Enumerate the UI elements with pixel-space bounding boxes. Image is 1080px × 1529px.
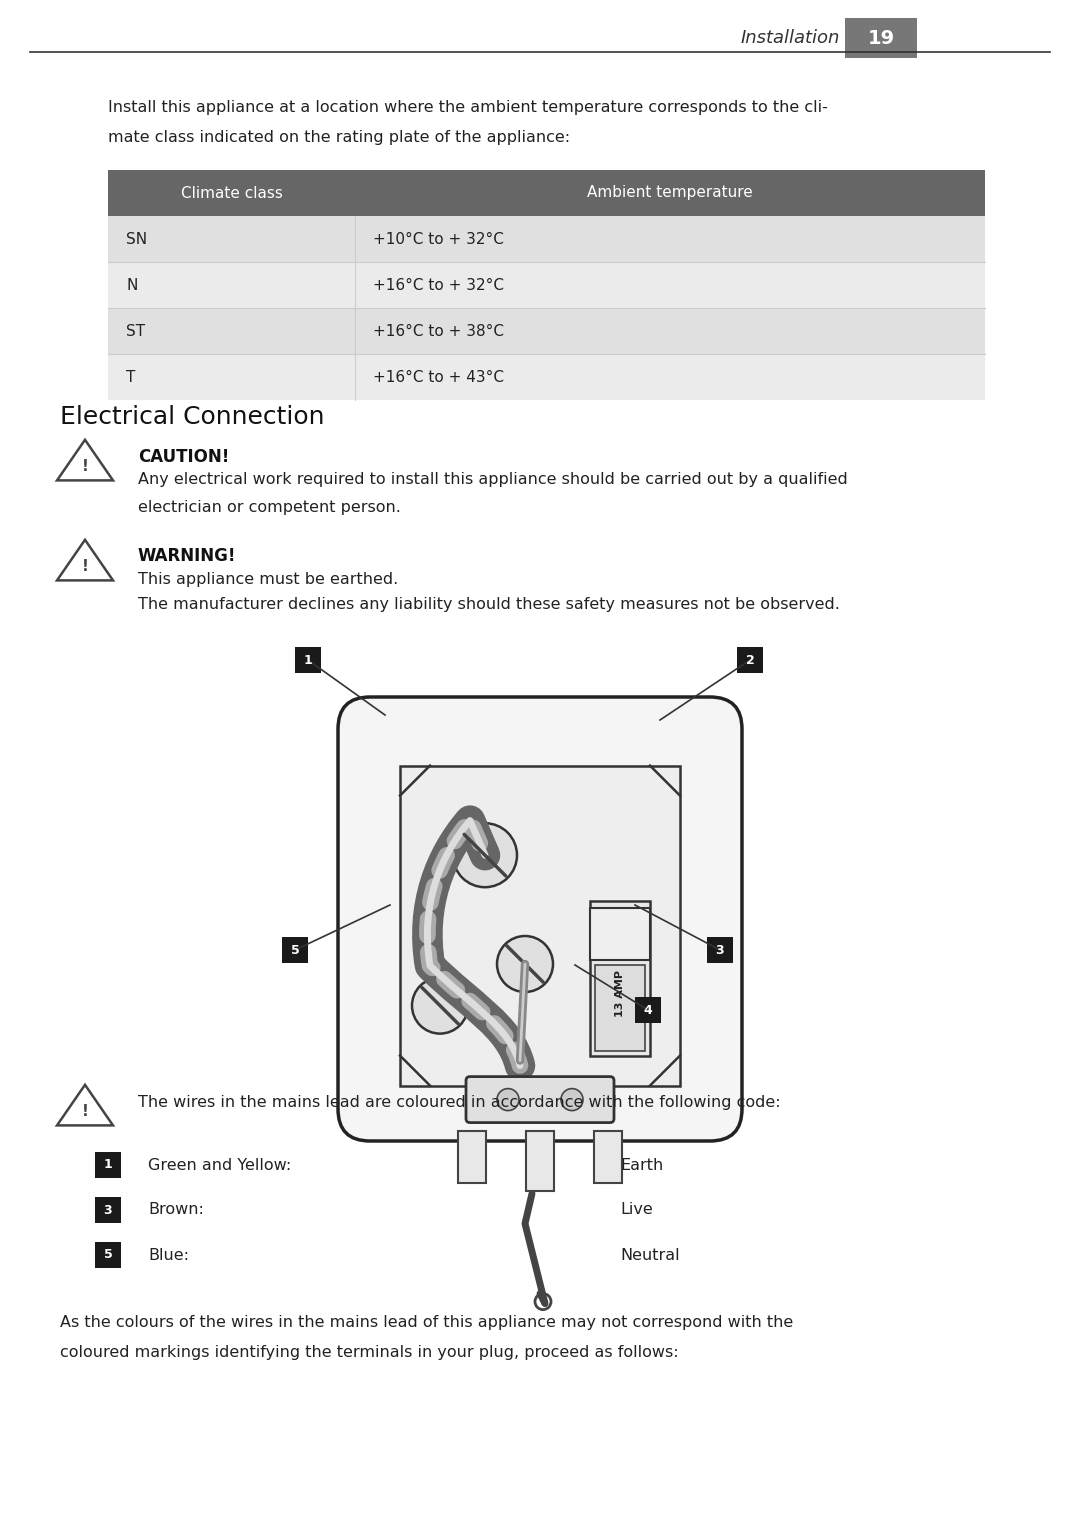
Text: mate class indicated on the rating plate of the appliance:: mate class indicated on the rating plate… — [108, 130, 570, 145]
FancyBboxPatch shape — [95, 1197, 121, 1223]
Circle shape — [561, 1089, 583, 1110]
Text: 3: 3 — [716, 943, 725, 957]
Text: Live: Live — [620, 1202, 652, 1217]
Text: Any electrical work required to install this appliance should be carried out by : Any electrical work required to install … — [138, 472, 848, 488]
FancyBboxPatch shape — [737, 647, 762, 673]
FancyBboxPatch shape — [295, 647, 321, 673]
Circle shape — [411, 977, 468, 1034]
Circle shape — [497, 1089, 519, 1110]
Text: 5: 5 — [291, 943, 299, 957]
Text: !: ! — [82, 560, 89, 573]
Text: The wires in the mains lead are coloured in accordance with the following code:: The wires in the mains lead are coloured… — [138, 1095, 781, 1110]
Text: electrician or competent person.: electrician or competent person. — [138, 500, 401, 515]
FancyBboxPatch shape — [635, 997, 661, 1023]
Text: 13 AMP: 13 AMP — [615, 969, 625, 1017]
Text: Brown:: Brown: — [148, 1202, 204, 1217]
Text: CAUTION!: CAUTION! — [138, 448, 229, 466]
Text: 2: 2 — [745, 653, 754, 667]
Text: 4: 4 — [644, 1003, 652, 1017]
FancyBboxPatch shape — [845, 18, 917, 58]
Text: SN: SN — [126, 231, 147, 246]
Text: +16°C to + 38°C: +16°C to + 38°C — [373, 324, 504, 338]
Text: +10°C to + 32°C: +10°C to + 32°C — [373, 231, 504, 246]
FancyBboxPatch shape — [95, 1151, 121, 1177]
FancyBboxPatch shape — [595, 965, 645, 1050]
Circle shape — [453, 823, 517, 887]
Text: 3: 3 — [104, 1203, 112, 1217]
FancyBboxPatch shape — [590, 901, 650, 1055]
FancyBboxPatch shape — [108, 261, 985, 307]
FancyBboxPatch shape — [594, 1130, 622, 1182]
Text: 1: 1 — [303, 653, 312, 667]
Text: T: T — [126, 370, 135, 384]
Text: Install this appliance at a location where the ambient temperature corresponds t: Install this appliance at a location whe… — [108, 99, 828, 115]
Text: The manufacturer declines any liability should these safety measures not be obse: The manufacturer declines any liability … — [138, 596, 840, 612]
FancyBboxPatch shape — [282, 937, 308, 963]
Text: As the colours of the wires in the mains lead of this appliance may not correspo: As the colours of the wires in the mains… — [60, 1315, 793, 1330]
Text: !: ! — [82, 1104, 89, 1119]
Text: 19: 19 — [867, 29, 894, 47]
FancyBboxPatch shape — [108, 307, 985, 355]
Text: Earth: Earth — [620, 1157, 663, 1173]
Text: Green and Yellow:: Green and Yellow: — [148, 1157, 292, 1173]
Text: !: ! — [82, 459, 89, 474]
Text: 1: 1 — [104, 1159, 112, 1171]
FancyBboxPatch shape — [526, 1130, 554, 1191]
FancyBboxPatch shape — [108, 170, 985, 216]
FancyBboxPatch shape — [338, 697, 742, 1141]
Text: 5: 5 — [104, 1249, 112, 1261]
Text: Blue:: Blue: — [148, 1248, 189, 1263]
Text: Climate class: Climate class — [180, 185, 283, 200]
Text: WARNING!: WARNING! — [138, 547, 237, 566]
FancyBboxPatch shape — [400, 766, 680, 1086]
FancyBboxPatch shape — [108, 216, 985, 261]
Text: N: N — [126, 277, 137, 292]
Text: This appliance must be earthed.: This appliance must be earthed. — [138, 572, 399, 587]
FancyBboxPatch shape — [590, 908, 650, 960]
Text: Installation: Installation — [741, 29, 840, 47]
Text: ST: ST — [126, 324, 145, 338]
FancyBboxPatch shape — [707, 937, 733, 963]
Text: Electrical Connection: Electrical Connection — [60, 405, 324, 430]
FancyBboxPatch shape — [95, 1242, 121, 1268]
Text: Ambient temperature: Ambient temperature — [588, 185, 753, 200]
FancyBboxPatch shape — [458, 1130, 486, 1182]
Text: Neutral: Neutral — [620, 1248, 679, 1263]
Text: +16°C to + 32°C: +16°C to + 32°C — [373, 277, 504, 292]
Circle shape — [497, 936, 553, 992]
Text: +16°C to + 43°C: +16°C to + 43°C — [373, 370, 504, 384]
FancyBboxPatch shape — [465, 1076, 615, 1122]
FancyBboxPatch shape — [108, 355, 985, 401]
Text: coloured markings identifying the terminals in your plug, proceed as follows:: coloured markings identifying the termin… — [60, 1346, 678, 1359]
